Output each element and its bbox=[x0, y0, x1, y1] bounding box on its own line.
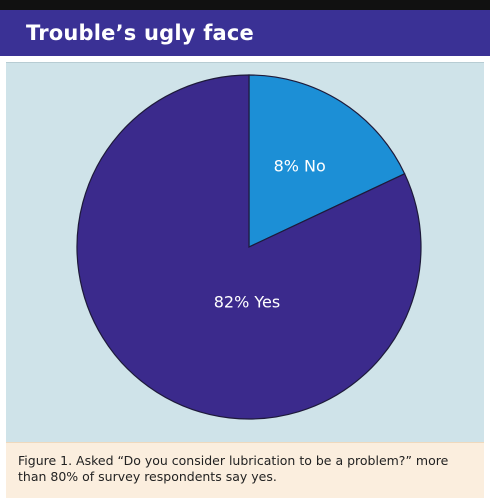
pie-chart: 8% No 82% Yes bbox=[76, 74, 422, 420]
pie-slice-no bbox=[248, 74, 406, 248]
chart-area: 8% No 82% Yes bbox=[6, 62, 484, 443]
pie-slice-yes bbox=[76, 74, 422, 420]
page-title: Trouble’s ugly face bbox=[26, 21, 254, 45]
figure-caption: Figure 1. Asked “Do you consider lubrica… bbox=[18, 453, 449, 484]
slice-label-no: 8% No bbox=[274, 157, 326, 176]
top-border bbox=[0, 0, 490, 10]
caption-box: Figure 1. Asked “Do you consider lubrica… bbox=[6, 442, 484, 498]
figure-header: Trouble’s ugly face bbox=[0, 10, 490, 56]
slice-label-yes: 82% Yes bbox=[214, 293, 280, 312]
